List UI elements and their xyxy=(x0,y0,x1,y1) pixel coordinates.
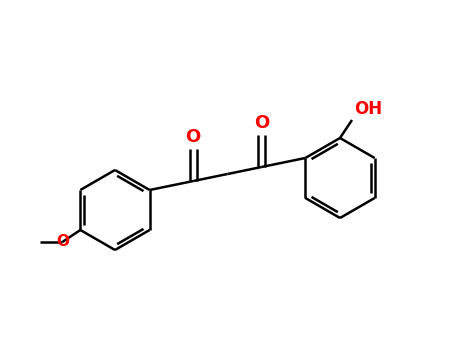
Text: O: O xyxy=(186,128,201,146)
Text: OH: OH xyxy=(354,100,382,118)
Text: O: O xyxy=(56,234,69,250)
Text: O: O xyxy=(254,114,269,132)
